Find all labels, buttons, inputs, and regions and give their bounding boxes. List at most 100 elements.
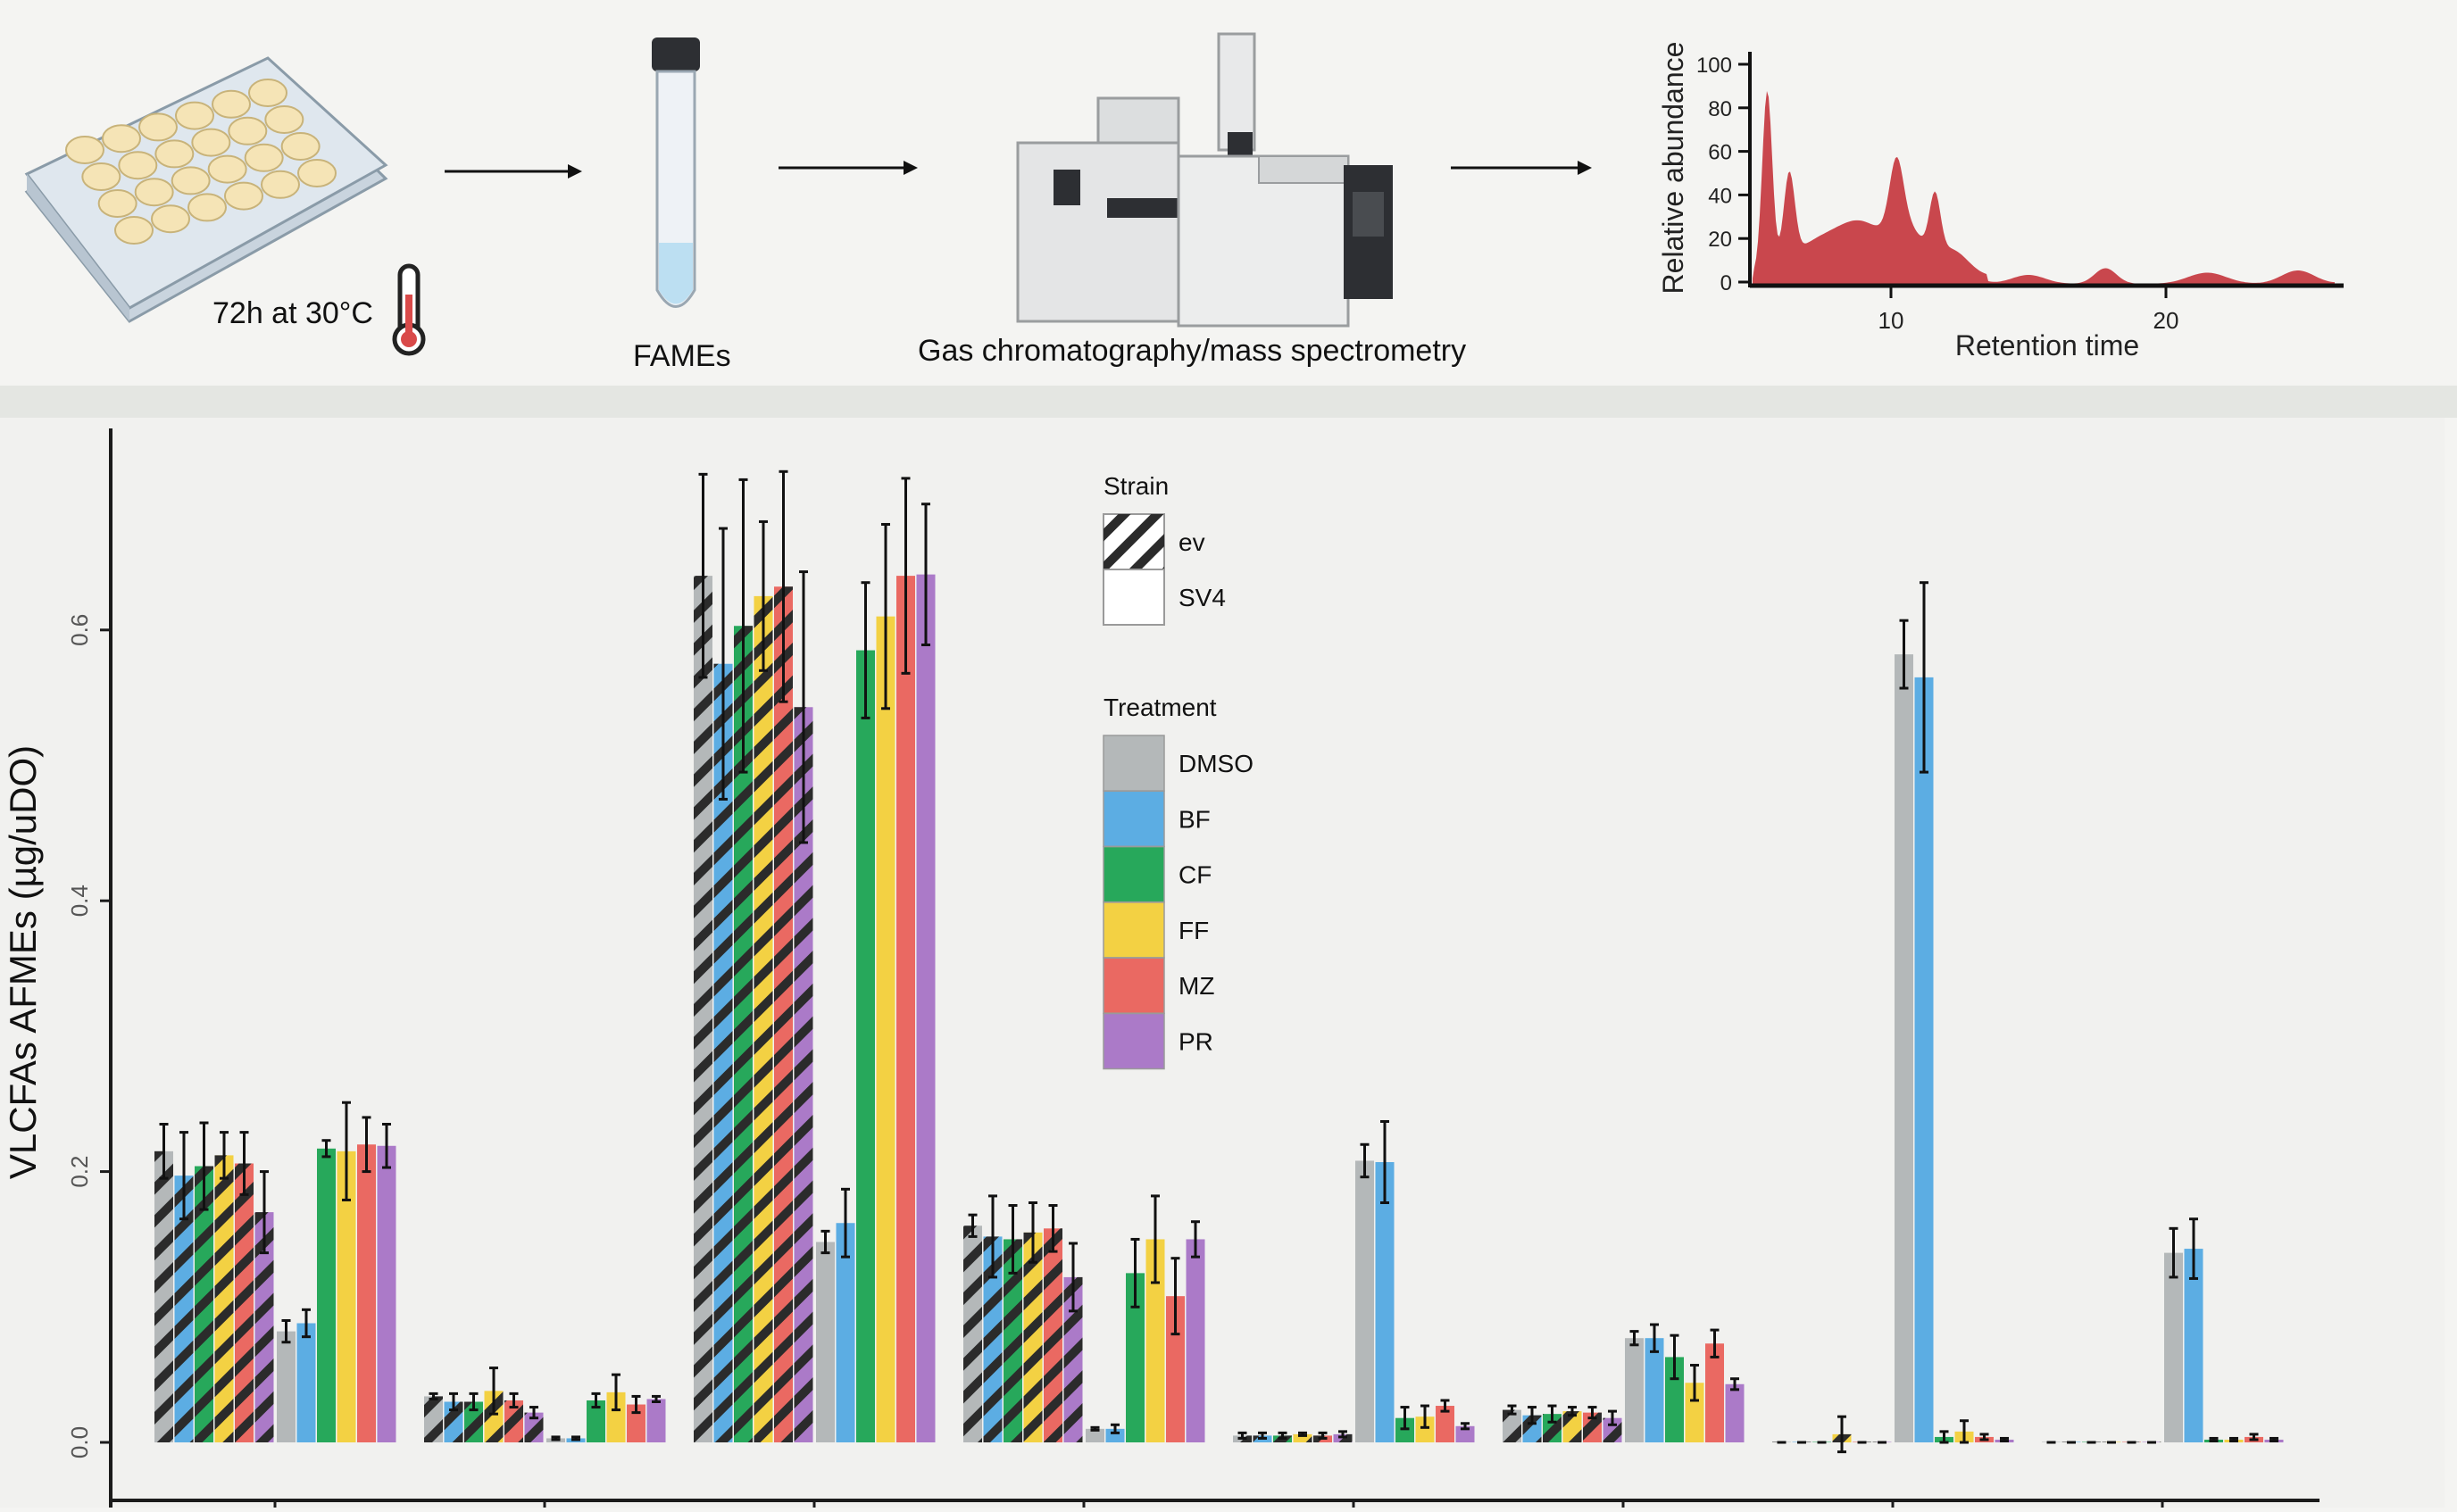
chromatogram-y-tick-label: 80 bbox=[1708, 97, 1732, 121]
bar-hatch bbox=[195, 1166, 213, 1442]
bar-sv4-pr bbox=[916, 574, 936, 1442]
well-icon bbox=[151, 204, 190, 234]
bar-hatch bbox=[983, 1236, 1003, 1442]
bar-hatch bbox=[235, 1163, 254, 1442]
bar-sv4-mz bbox=[1436, 1406, 1454, 1442]
well-icon bbox=[102, 124, 141, 154]
bar-hatch bbox=[444, 1401, 463, 1442]
bar-sv4-ff bbox=[1685, 1383, 1704, 1442]
x-axis-ticks bbox=[273, 1500, 2164, 1508]
chromatogram-y-tick-label: 40 bbox=[1708, 184, 1732, 208]
bar-sv4-dmso bbox=[1625, 1338, 1644, 1442]
bar-hatch bbox=[504, 1400, 523, 1442]
well-icon bbox=[171, 166, 211, 195]
well-icon bbox=[228, 116, 268, 145]
well-icon bbox=[212, 89, 251, 119]
bar-sv4-mz bbox=[627, 1404, 645, 1442]
well-icon bbox=[154, 139, 195, 169]
bar-sv4-mz bbox=[896, 576, 915, 1442]
thermometer-icon bbox=[392, 263, 426, 356]
bar-sv4-dmso bbox=[277, 1331, 296, 1442]
gcms-label: Gas chromatography/mass spectrometry bbox=[918, 334, 1467, 368]
legend-treatment-label: CF bbox=[1179, 861, 1212, 889]
bar-sv4-bf bbox=[2184, 1249, 2203, 1442]
chromatogram-y-tick-label: 0 bbox=[1720, 271, 1732, 295]
chromatogram-y-tick-label: 60 bbox=[1708, 141, 1732, 165]
arrow-3-icon bbox=[1451, 161, 1592, 175]
chromatogram: 100 80 60 40 20 0 10 20 Relative abundance Ret… bbox=[1657, 42, 2344, 361]
fames-label: FAMEs bbox=[633, 339, 731, 373]
bar-hatch bbox=[424, 1396, 443, 1442]
bar-hatch bbox=[1044, 1228, 1062, 1442]
bar-sv4-cf bbox=[587, 1400, 605, 1442]
bar-sv4-cf bbox=[856, 650, 875, 1442]
bar-sv4-pr bbox=[1186, 1239, 1205, 1442]
workflow-illustration: 100 80 60 40 20 0 10 20 Relative abundance Ret… bbox=[24, 32, 2344, 361]
y-tick-label: 0.4 bbox=[66, 885, 93, 917]
well-icon bbox=[248, 79, 287, 107]
bar-hatch bbox=[694, 576, 712, 1442]
bar-hatch bbox=[254, 1212, 274, 1442]
legend-strain-label: ev bbox=[1179, 528, 1205, 556]
well-icon bbox=[297, 159, 337, 187]
legend-swatch-bf bbox=[1103, 790, 1165, 848]
bar-hatch bbox=[1503, 1409, 1521, 1442]
bar-hatch bbox=[1023, 1232, 1043, 1442]
well-icon bbox=[224, 181, 263, 211]
y-tick-label: 0.2 bbox=[66, 1156, 93, 1188]
well-icon bbox=[261, 170, 300, 199]
legend-strain-label: SV4 bbox=[1179, 584, 1226, 611]
well-icon bbox=[114, 216, 154, 245]
chromatogram-trace bbox=[1753, 91, 2335, 284]
bar-sv4-ff bbox=[1145, 1239, 1165, 1442]
legend-swatch-dmso bbox=[1103, 735, 1165, 792]
bar-hatch bbox=[734, 626, 753, 1442]
well-plate-icon bbox=[24, 56, 388, 323]
bar-sv4-dmso bbox=[816, 1242, 835, 1442]
bar-hatch bbox=[154, 1151, 173, 1442]
bar-sv4-cf bbox=[1126, 1273, 1145, 1442]
chromatogram-x-tick-label: 20 bbox=[2153, 307, 2179, 334]
bar-sv4-ff bbox=[876, 616, 895, 1442]
legend: Strain ev SV4 Treatment DMSO BF CF FF MZ PR bbox=[1103, 472, 1253, 1070]
y-axis-label: VLCFAs AFMEs (µg/uDO) bbox=[2, 745, 44, 1179]
bar-sv4-dmso bbox=[1355, 1160, 1374, 1442]
well-icon bbox=[191, 128, 231, 157]
well-icon bbox=[244, 143, 284, 172]
bar-hatch bbox=[524, 1412, 544, 1442]
legend-strain-title: Strain bbox=[1104, 472, 1169, 500]
bar-sv4-bf bbox=[1645, 1338, 1664, 1442]
bar-hatch bbox=[794, 707, 813, 1442]
bar-sv4-cf bbox=[1665, 1357, 1684, 1442]
incubation-label: 72h at 30°C bbox=[212, 296, 373, 330]
test-tube-icon bbox=[652, 37, 700, 308]
chromatogram-ylabel: Relative abundance bbox=[1657, 42, 1689, 295]
well-icon bbox=[81, 162, 121, 191]
well-icon bbox=[187, 193, 227, 222]
bar-hatch bbox=[464, 1401, 483, 1442]
bar-sv4-mz bbox=[357, 1144, 376, 1442]
bar-sv4-pr bbox=[646, 1399, 666, 1442]
legend-swatch-ff bbox=[1103, 901, 1165, 959]
chart-panel: 0.0 0.2 0.4 0.6 VLCFAs AFMEs (µg/uDO) Strai… bbox=[0, 418, 2445, 1508]
chromatogram-x-ticks: 10 20 bbox=[1878, 286, 2179, 334]
legend-treatment-label: DMSO bbox=[1179, 750, 1253, 777]
legend-swatch-mz bbox=[1103, 957, 1165, 1014]
bar-sv4-dmso bbox=[1895, 654, 1913, 1442]
bar-hatch bbox=[754, 595, 773, 1442]
y-tick-label: 0.0 bbox=[66, 1426, 93, 1458]
bar-sv4-pr bbox=[1455, 1425, 1475, 1442]
arrow-1-icon bbox=[445, 164, 582, 179]
bar-sv4-bf bbox=[836, 1223, 855, 1442]
bar-hatch bbox=[1562, 1411, 1582, 1442]
bar-sv4-mz bbox=[1166, 1296, 1185, 1442]
legend-swatch-cf bbox=[1103, 845, 1165, 903]
separator-band bbox=[0, 386, 2457, 418]
well-icon bbox=[264, 105, 304, 134]
legend-swatch-pr bbox=[1103, 1012, 1165, 1070]
bar-hatch bbox=[1293, 1433, 1312, 1442]
bar-hatch bbox=[1583, 1412, 1602, 1442]
legend-swatch-hatch bbox=[1104, 514, 1164, 569]
legend-swatch-sv4 bbox=[1103, 569, 1165, 626]
legend-treatment-label: FF bbox=[1179, 917, 1209, 944]
